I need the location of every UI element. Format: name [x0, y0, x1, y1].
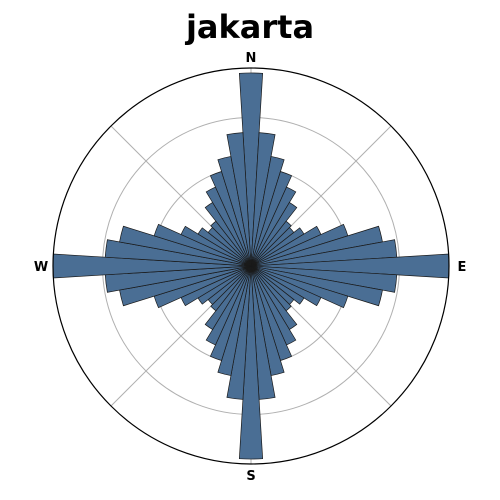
direction-label-w: W: [34, 260, 48, 275]
bars-group: [53, 73, 449, 459]
direction-label-s: S: [246, 469, 255, 484]
direction-label-e: E: [458, 260, 467, 275]
direction-label-n: N: [246, 51, 257, 66]
